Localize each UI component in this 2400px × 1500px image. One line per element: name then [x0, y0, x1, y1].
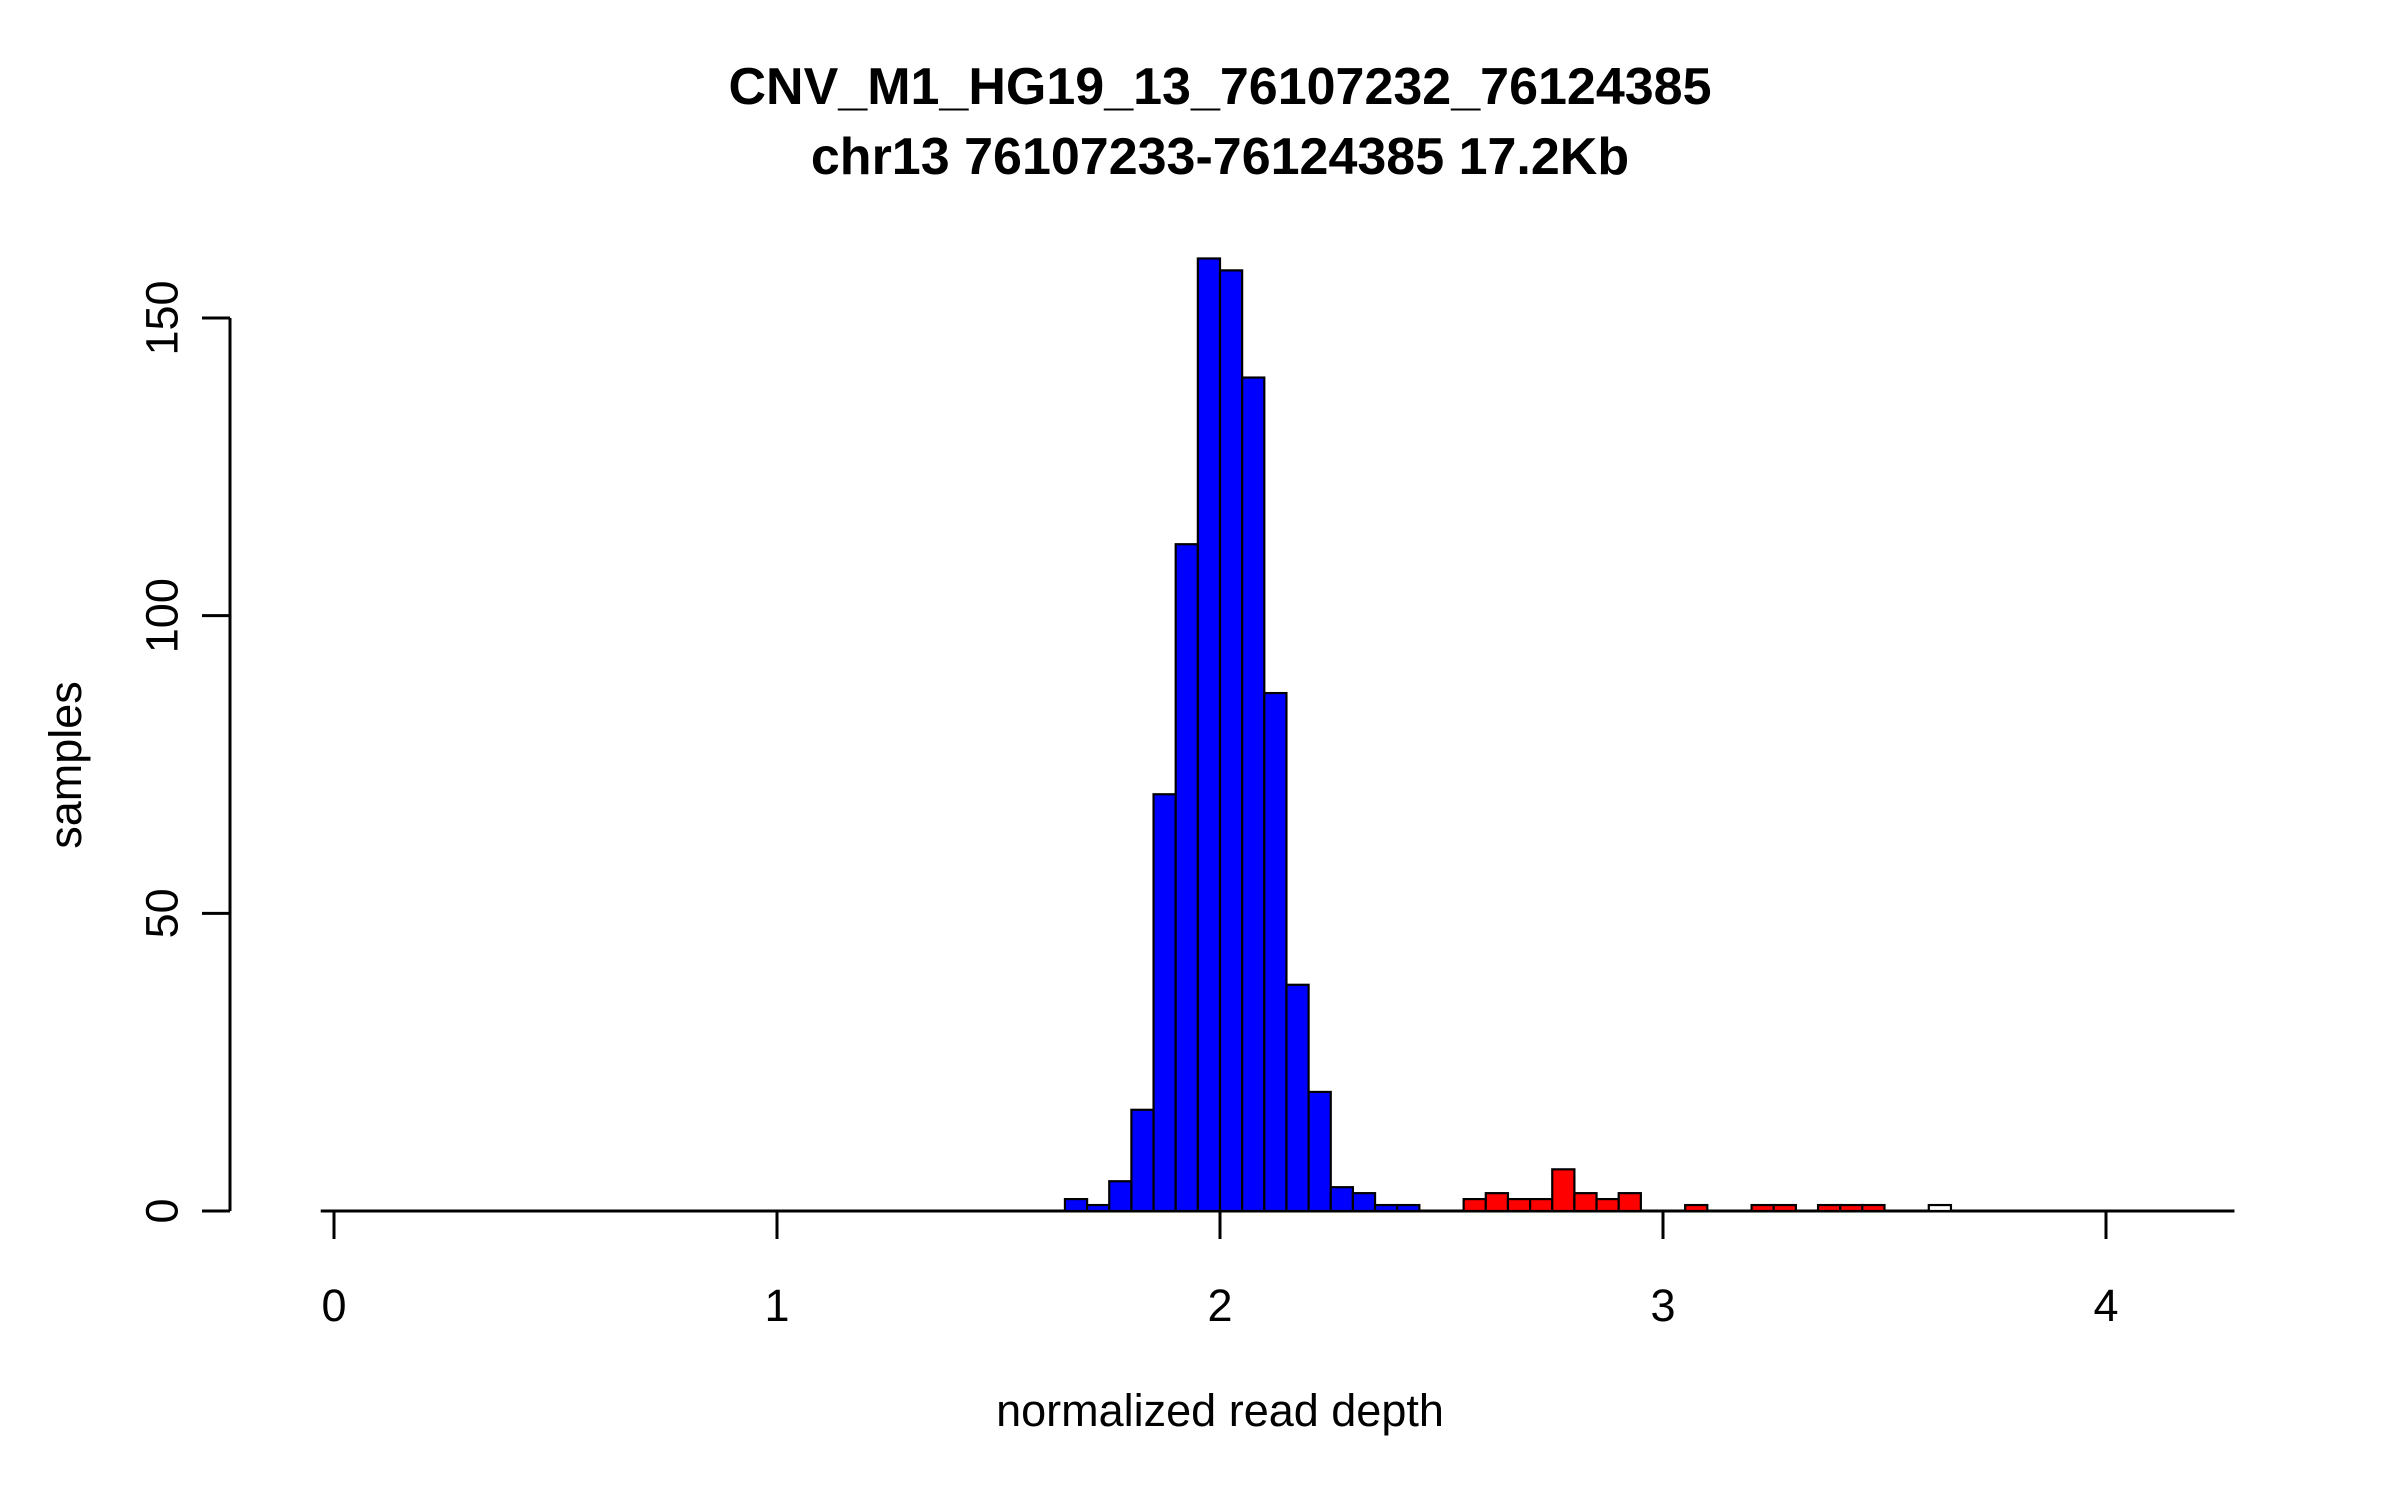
y-tick-label: 100	[137, 578, 188, 653]
histogram-bar-duplication-samples	[1684, 1203, 1709, 1213]
x-tick-label: 3	[1650, 1280, 1675, 1331]
histogram-bar-duplication-samples	[1484, 1192, 1510, 1213]
histogram-bar-diploid-samples	[1307, 1090, 1332, 1213]
histogram-bar-duplication-samples	[1462, 1197, 1487, 1213]
histogram-bar-duplication-samples	[1506, 1197, 1532, 1213]
chart-title: CNV_M1_HG19_13_76107232_76124385	[728, 58, 1712, 116]
histogram-bar-diploid-samples	[1263, 691, 1288, 1213]
histogram-bar-diploid-samples	[1063, 1197, 1089, 1213]
y-tick-label: 50	[137, 888, 188, 938]
x-tick-label: 4	[2093, 1280, 2118, 1331]
histogram-bar-diploid-samples	[1130, 1108, 1155, 1213]
histogram-bar-duplication-samples	[1772, 1203, 1797, 1213]
x-tick-label: 1	[764, 1280, 789, 1331]
y-tick-label: 0	[137, 1198, 188, 1223]
chart-subtitle: chr13 76107233-76124385 17.2Kb	[810, 128, 1630, 186]
histogram-bar-diploid-samples	[1196, 257, 1222, 1213]
histogram-bar-diploid-samples	[1108, 1180, 1133, 1213]
histogram-bar-diploid-samples	[1329, 1186, 1354, 1213]
histogram-bar-duplication-samples	[1528, 1197, 1554, 1213]
histogram-bar-outlier-sample	[1927, 1203, 1953, 1213]
y-tick-label: 150	[137, 280, 188, 355]
histogram-bar-diploid-samples	[1152, 793, 1177, 1213]
histogram-bar-diploid-samples	[1351, 1192, 1377, 1213]
histogram-bar-diploid-samples	[1241, 376, 1266, 1213]
histogram-bar-duplication-samples	[1861, 1203, 1886, 1213]
histogram-bar-diploid-samples	[1218, 269, 1244, 1213]
histogram-bar-duplication-samples	[1573, 1192, 1598, 1213]
histogram-bar-duplication-samples	[1750, 1203, 1775, 1213]
histogram-bar-duplication-samples	[1551, 1168, 1576, 1213]
histogram-bar-diploid-samples	[1396, 1203, 1421, 1213]
x-tick-label: 0	[321, 1280, 346, 1331]
histogram-bar-duplication-samples	[1816, 1203, 1842, 1213]
histogram-bar-diploid-samples	[1085, 1203, 1111, 1213]
histogram-bar-duplication-samples	[1595, 1197, 1620, 1213]
histogram-bar-duplication-samples	[1839, 1203, 1864, 1213]
histogram-bar-duplication-samples	[1617, 1192, 1642, 1213]
chart-title-block: CNV_M1_HG19_13_76107232_76124385 chr13 7…	[230, 52, 2210, 192]
histogram-bar-diploid-samples	[1285, 983, 1310, 1213]
histogram-bar-diploid-samples	[1373, 1203, 1399, 1213]
x-axis-label: normalized read depth	[996, 1385, 1444, 1436]
histogram-bar-diploid-samples	[1174, 543, 1199, 1213]
x-tick-label: 2	[1207, 1280, 1232, 1331]
